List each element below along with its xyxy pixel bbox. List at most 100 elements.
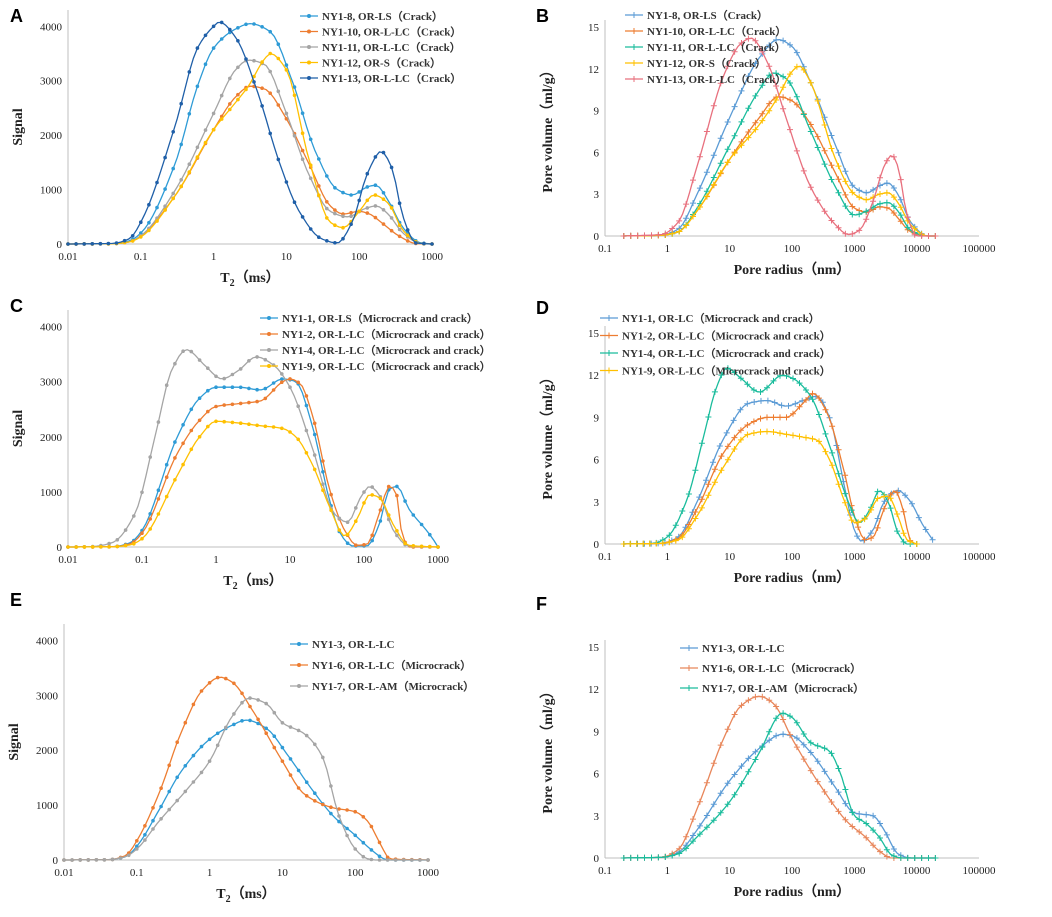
data-point — [230, 420, 235, 425]
legend-label: NY1-2, OR-L-LC（Microcrack and crack） — [622, 330, 831, 343]
legend-marker — [297, 663, 301, 667]
data-point — [883, 831, 890, 838]
data-point — [737, 427, 744, 434]
data-point — [304, 794, 309, 798]
data-point — [411, 544, 416, 548]
data-point — [248, 704, 252, 709]
data-point — [627, 232, 634, 239]
data-point — [171, 191, 175, 196]
data-point — [758, 397, 764, 404]
data-point — [397, 234, 402, 239]
data-point — [288, 773, 293, 777]
x-axis-label-sub: 2 — [230, 278, 235, 289]
data-point — [260, 60, 264, 64]
y-tick-label: 0 — [594, 231, 600, 243]
data-point — [690, 177, 696, 184]
legend: NY1-3, OR-L-LC NY1-6, OR-L-LC（Microcrack）… — [680, 643, 864, 695]
data-point — [247, 400, 251, 405]
legend-marker — [606, 332, 612, 339]
data-point — [304, 451, 309, 455]
legend-marker — [631, 28, 637, 34]
data-point — [807, 739, 814, 746]
data-point — [195, 46, 200, 50]
data-point — [633, 540, 640, 547]
data-point — [183, 720, 188, 725]
series-line — [623, 37, 936, 237]
series-line — [623, 65, 936, 237]
data-point — [159, 817, 163, 821]
data-point — [222, 403, 226, 407]
data-point — [156, 488, 161, 493]
legend: NY1-3, OR-L-LC NY1-6, OR-L-LC（Microcrack）… — [290, 639, 474, 693]
data-point — [745, 134, 752, 141]
data-point — [877, 191, 883, 197]
data-point — [207, 681, 212, 685]
legend-marker — [267, 364, 271, 368]
data-point — [752, 37, 759, 44]
legend-item: NY1-12, OR-S（Crack） — [300, 57, 441, 70]
data-point — [913, 541, 920, 547]
series-line — [623, 712, 936, 859]
data-point — [222, 419, 226, 424]
data-point — [800, 167, 807, 174]
data-point — [224, 725, 228, 730]
x-tick-label: 10 — [724, 865, 736, 877]
data-point — [206, 409, 210, 414]
data-point — [822, 406, 829, 413]
data-point — [203, 33, 208, 38]
data-point — [777, 414, 783, 421]
data-point — [821, 768, 828, 775]
data-point — [807, 749, 814, 756]
data-point — [183, 789, 188, 794]
data-point — [74, 545, 78, 549]
data-point — [260, 25, 264, 29]
data-point — [187, 170, 192, 174]
data-point — [902, 492, 909, 499]
data-point — [856, 816, 863, 823]
data-point — [321, 802, 325, 807]
data-point — [750, 430, 757, 436]
data-point — [211, 111, 216, 116]
data-point — [244, 87, 248, 92]
data-point — [403, 541, 407, 546]
data-point — [690, 838, 696, 845]
data-point — [710, 817, 717, 824]
data-point — [247, 386, 251, 391]
legend-label: NY1-11, OR-L-LC（Crack） — [322, 41, 461, 54]
data-point — [284, 117, 289, 121]
data-point — [244, 57, 248, 61]
data-point — [370, 533, 375, 538]
data-point — [796, 433, 803, 440]
data-point — [780, 37, 787, 44]
data-point — [139, 235, 143, 239]
data-point — [296, 768, 301, 773]
data-point — [745, 73, 752, 80]
series-line — [68, 59, 433, 245]
data-point — [757, 428, 764, 435]
data-point — [890, 846, 897, 852]
data-point — [883, 204, 890, 211]
legend-item: NY1-11, OR-L-LC（Crack） — [625, 41, 786, 54]
data-point — [130, 234, 135, 238]
data-point — [292, 93, 297, 98]
data-point — [710, 801, 717, 808]
data-point — [189, 447, 194, 452]
series-line — [68, 85, 433, 245]
series-1 — [66, 377, 440, 549]
data-point — [321, 755, 325, 760]
data-point — [418, 858, 422, 862]
data-point — [800, 66, 807, 73]
data-point — [848, 517, 855, 524]
series-2 — [620, 693, 939, 861]
data-point — [692, 515, 699, 522]
data-point — [783, 431, 790, 438]
data-point — [863, 216, 870, 223]
data-point — [353, 809, 358, 814]
data-point — [86, 858, 91, 862]
x-tick-label: 1000 — [421, 251, 444, 263]
data-point — [148, 455, 152, 459]
y-tick-label: 3 — [594, 189, 600, 201]
data-point — [224, 676, 228, 681]
data-point — [724, 63, 731, 70]
x-tick-label: 0.01 — [58, 251, 77, 263]
